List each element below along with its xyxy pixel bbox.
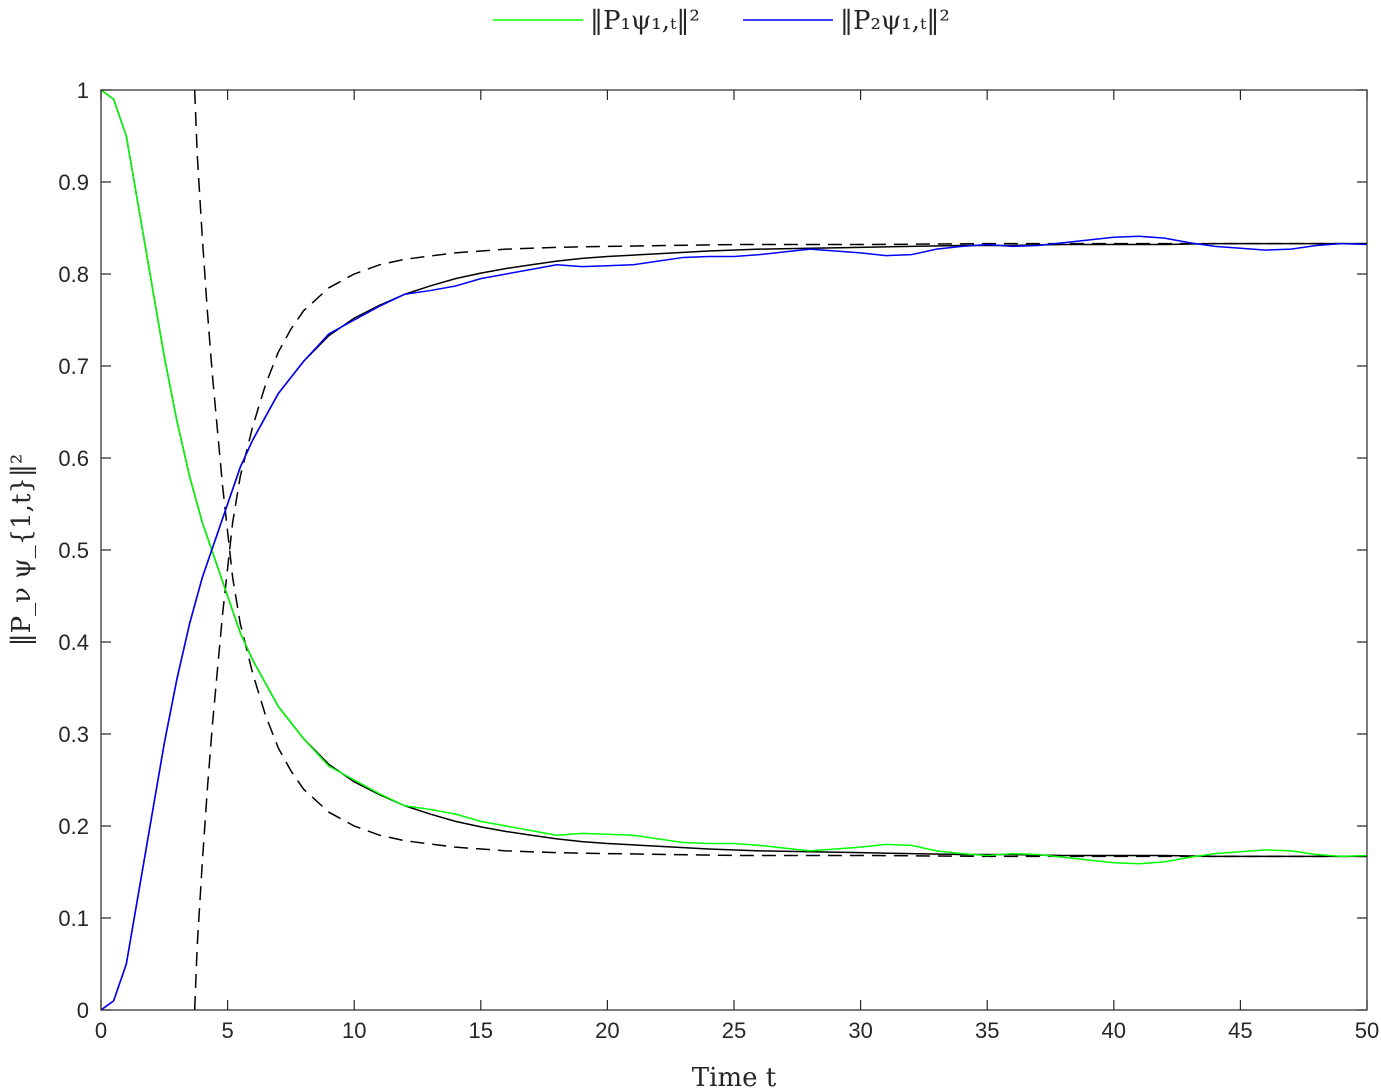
x-tick-label-4: 20 — [595, 1018, 619, 1043]
legend-label-p2: ‖P₂ψ₁,ₜ‖² — [840, 6, 950, 36]
legend: ‖P₁ψ₁,ₜ‖² ‖P₂ψ₁,ₜ‖² — [493, 6, 950, 36]
x-tick-label-9: 45 — [1228, 1018, 1252, 1043]
x-tick-label-7: 35 — [975, 1018, 999, 1043]
x-tick-label-2: 10 — [342, 1018, 366, 1043]
x-tick-label-3: 15 — [469, 1018, 493, 1043]
y-tick-label-5: 0.5 — [58, 538, 89, 563]
series-line-0 — [100, 89, 1368, 865]
x-tick-label-8: 40 — [1102, 1018, 1126, 1043]
x-tick-label-5: 25 — [722, 1018, 746, 1043]
x-tick-label-1: 5 — [221, 1018, 233, 1043]
y-tick-label-0: 0 — [77, 998, 89, 1023]
x-tick-label-6: 30 — [848, 1018, 872, 1043]
y-axis-label: ‖P_ν ψ_{1,t}‖² — [7, 454, 37, 647]
series-layer — [100, 89, 1368, 1011]
tick-layer: 0 5 10 15 20 25 30 35 40 45 50 0 0.1 0.2 0.3 0.4 0.5 0.6 0… — [58, 78, 1379, 1043]
x-axis-label: Time t — [692, 1063, 777, 1090]
series-line-1 — [100, 235, 1368, 1011]
y-tick-label-2: 0.2 — [58, 814, 89, 839]
y-tick-label-9: 0.9 — [58, 170, 89, 195]
y-tick-label-8: 0.8 — [58, 262, 89, 287]
y-tick-label-10: 1 — [77, 78, 89, 103]
legend-label-p1: ‖P₁ψ₁,ₜ‖² — [590, 6, 700, 36]
y-tick-label-1: 0.1 — [58, 906, 89, 931]
series-line-5 — [193, 242, 1367, 1011]
y-tick-label-6: 0.6 — [58, 446, 89, 471]
series-line-4 — [193, 89, 1367, 858]
y-tick-label-3: 0.3 — [58, 722, 89, 747]
y-tick-label-4: 0.4 — [58, 630, 89, 655]
x-tick-label-10: 50 — [1355, 1018, 1379, 1043]
x-tick-label-0: 0 — [95, 1018, 107, 1043]
y-tick-label-7: 0.7 — [58, 354, 89, 379]
